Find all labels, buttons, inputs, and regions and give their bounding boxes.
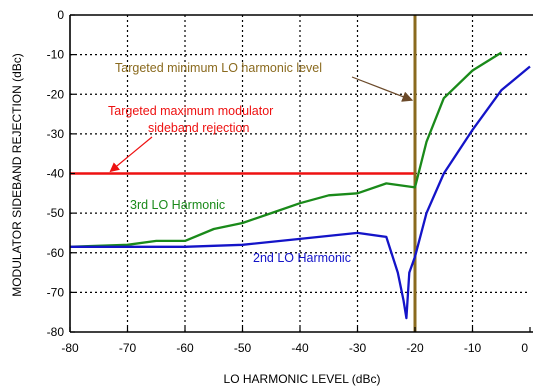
- y-axis-ticks: 0 -10 -20 -30 -40 -50 -60 -70 -80: [47, 8, 75, 339]
- y-tick-label: -60: [47, 246, 65, 260]
- x-tick-label: -10: [464, 341, 482, 355]
- x-tick-label: -70: [119, 341, 137, 355]
- y-axis-title: MODULATOR SIDEBAND REJECTION (dBc): [10, 53, 24, 297]
- x-tick-label: -60: [176, 341, 194, 355]
- y-tick-label: -20: [47, 87, 65, 101]
- annotation-min-harmonic-arrow: [351, 76, 414, 102]
- annotation-min-harmonic: Targeted minimum LO harmonic level: [115, 61, 322, 75]
- annotation-max-rejection-arrow: [109, 136, 153, 173]
- y-tick-label: -30: [47, 127, 65, 141]
- series-2nd-lo-harmonic: [70, 65, 531, 320]
- y-tick-label: -40: [47, 167, 65, 181]
- x-tick-label: -30: [349, 341, 367, 355]
- annotation-max-rejection-line-2: sideband rejection: [148, 121, 250, 135]
- series-3rd-lo-harmonic: [69, 51, 502, 248]
- x-tick-label: -80: [61, 341, 79, 355]
- series-label-2nd: 2nd LO Harmonic: [253, 251, 351, 265]
- annotation-max-rejection-line-1: Targeted maximum modulator: [108, 104, 273, 118]
- y-tick-label: -50: [47, 206, 65, 220]
- y-tick-label: -80: [47, 325, 65, 339]
- y-tick-label: -10: [47, 48, 65, 62]
- x-tick-label: 0: [521, 341, 528, 355]
- x-tick-label: -50: [234, 341, 252, 355]
- x-axis-title: LO HARMONIC LEVEL (dBc): [224, 372, 381, 386]
- y-tick-label: -70: [47, 285, 65, 299]
- series-label-3rd: 3rd LO Harmonic: [130, 198, 225, 212]
- x-axis-ticks: -80 -70 -60 -50 -40 -30 -20 -10 0: [61, 327, 531, 355]
- x-tick-label: -40: [291, 341, 309, 355]
- x-tick-label: -20: [406, 341, 424, 355]
- reference-lines: [70, 15, 417, 332]
- series-lines: [69, 51, 531, 320]
- y-tick-label: 0: [57, 8, 64, 22]
